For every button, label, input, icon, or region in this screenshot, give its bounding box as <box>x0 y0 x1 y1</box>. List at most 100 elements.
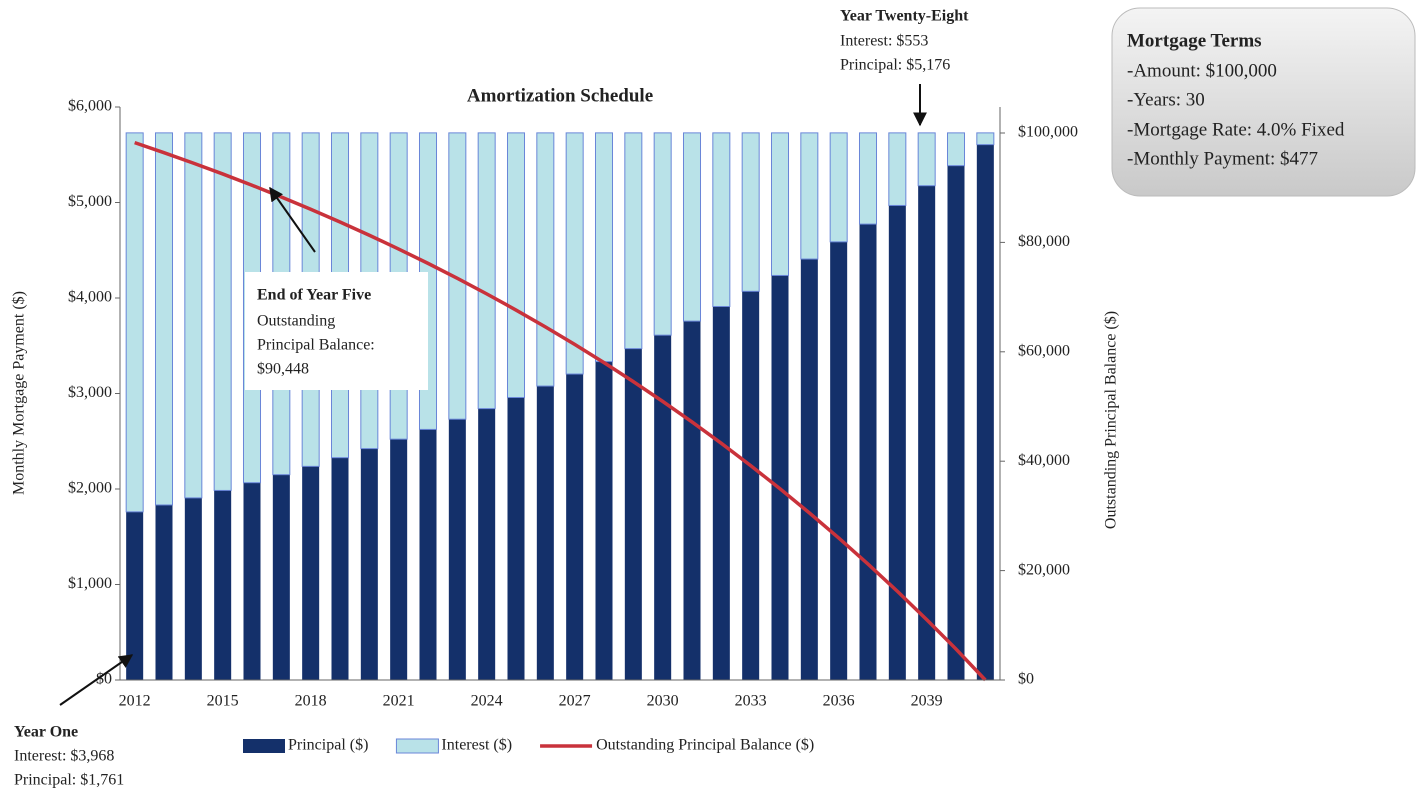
x-tick-label: 2012 <box>119 693 151 710</box>
bar <box>976 132 995 146</box>
x-tick-label: 2036 <box>823 693 855 710</box>
annotation-text: Principal Balance: <box>257 337 375 354</box>
terms-text: -Amount: $100,000 <box>1127 60 1277 81</box>
y2-tick-label: $40,000 <box>1018 452 1070 469</box>
x-tick-label: 2018 <box>295 693 327 710</box>
bar <box>448 132 467 420</box>
y2-tick-label: $20,000 <box>1018 561 1070 578</box>
chart-title: Amortization Schedule <box>467 85 653 106</box>
y-tick-label: $2,000 <box>68 480 112 497</box>
y2-tick-label: $0 <box>1018 671 1034 688</box>
bar <box>741 132 760 292</box>
bar <box>712 132 731 307</box>
annotation-text: Principal: $1,761 <box>14 772 124 789</box>
bar <box>565 132 584 375</box>
bar <box>154 132 174 506</box>
terms-text: -Monthly Payment: $477 <box>1127 148 1318 169</box>
bar <box>243 482 261 680</box>
bar <box>125 132 144 513</box>
legend-swatch <box>395 738 439 754</box>
bar <box>858 132 878 225</box>
x-tick-label: 2033 <box>735 693 767 710</box>
y-tick-label: $3,000 <box>68 384 112 401</box>
bar <box>213 132 232 491</box>
y-tick-label: $0 <box>96 671 112 688</box>
bar <box>800 259 818 680</box>
y-axis-label: Monthly Mortgage Payment ($) <box>11 291 28 495</box>
terms-title: Mortgage Terms <box>1127 30 1262 51</box>
terms-text: -Years: 30 <box>1127 89 1205 110</box>
annotation-text: Interest: $553 <box>840 33 928 50</box>
annotation-text: Principal: $5,176 <box>840 57 950 74</box>
annotation-text: $90,448 <box>257 361 309 378</box>
x-tick-label: 2021 <box>383 693 415 710</box>
arrow <box>269 186 316 253</box>
bar <box>214 490 232 680</box>
x-tick-label: 2015 <box>207 693 239 710</box>
bar <box>946 132 966 167</box>
y2-tick-label: $100,000 <box>1018 124 1078 141</box>
y2-axis-label: Outstanding Principal Balance ($) <box>1103 311 1120 529</box>
y2-tick-label: $60,000 <box>1018 342 1070 359</box>
bar <box>888 132 907 206</box>
annotation-text: Outstanding <box>257 313 335 330</box>
bar <box>682 132 702 322</box>
bar <box>360 448 378 680</box>
y-tick-label: $5,000 <box>68 193 112 210</box>
bar <box>800 132 819 260</box>
bar <box>917 132 936 187</box>
y-tick-label: $6,000 <box>68 98 112 115</box>
annotation-box <box>245 272 428 390</box>
bar <box>390 439 408 680</box>
terms-box <box>1111 7 1416 197</box>
annotation-title: Year One <box>14 724 78 741</box>
bar <box>829 132 848 243</box>
bar <box>918 185 936 680</box>
y-tick-label: $4,000 <box>68 289 112 306</box>
legend-label: Interest ($) <box>441 737 512 754</box>
bar <box>477 132 496 410</box>
annotation-text: Interest: $3,968 <box>14 748 114 765</box>
bar <box>859 224 877 680</box>
bar <box>771 275 789 680</box>
bar <box>624 132 643 350</box>
bar <box>976 144 994 680</box>
bar <box>595 361 613 680</box>
bar <box>507 397 525 680</box>
bar <box>654 335 672 680</box>
plot-area: $0 $1,000 $2,000 $3,000 $4,000 $5,000 $6,000 $0… <box>68 98 1078 754</box>
bar <box>947 165 965 681</box>
arrow <box>59 654 134 706</box>
bar <box>653 132 672 336</box>
bar <box>126 511 144 680</box>
legend-label: Outstanding Principal Balance ($) <box>596 737 814 754</box>
bar <box>712 306 730 680</box>
bar <box>536 132 555 387</box>
bar <box>155 504 173 680</box>
bar <box>272 474 290 680</box>
legend-label: Principal ($) <box>288 737 368 754</box>
bar <box>536 386 554 680</box>
bar <box>506 132 526 399</box>
bar <box>770 132 790 276</box>
bar <box>302 466 320 680</box>
bar <box>830 241 848 680</box>
bar <box>594 132 614 363</box>
legend-swatch <box>243 739 285 753</box>
bar <box>448 419 466 680</box>
bar <box>184 497 202 680</box>
bar <box>888 205 906 680</box>
x-tick-label: 2027 <box>559 693 591 710</box>
bar <box>742 291 760 680</box>
bar <box>624 348 642 680</box>
bar <box>419 429 437 680</box>
bar <box>478 408 496 680</box>
x-tick-label: 2039 <box>911 693 943 710</box>
annotation-title: End of Year Five <box>257 287 371 304</box>
bar <box>184 132 203 499</box>
bar <box>566 374 584 680</box>
y2-tick-label: $80,000 <box>1018 233 1070 250</box>
bar <box>331 457 349 680</box>
bar <box>683 321 701 680</box>
